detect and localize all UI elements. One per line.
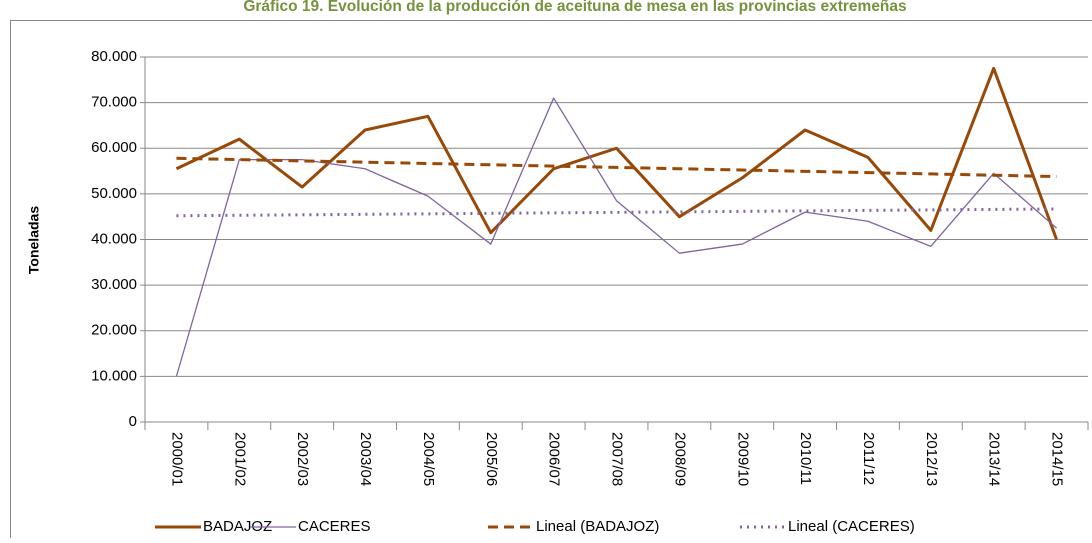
x-tick-label: 2007/08 [609, 432, 626, 486]
chart-title: Gráfico 19. Evolución de la producción d… [243, 0, 906, 15]
x-tick-label: 2008/09 [671, 432, 688, 486]
legend-label: Lineal (BADAJOZ) [536, 518, 659, 535]
series-line [176, 209, 1056, 216]
y-axis-label: Toneladas [26, 206, 42, 274]
x-tick-label: 2013/14 [986, 432, 1003, 486]
series-line [176, 68, 1056, 239]
x-tick-label: 2009/10 [734, 432, 751, 486]
x-tick-label: 2014/15 [1049, 432, 1066, 486]
y-tick-label: 50.000 [91, 185, 137, 202]
x-tick-label: 2003/04 [357, 432, 374, 486]
x-tick-label: 2001/02 [231, 432, 248, 486]
x-tick-label: 2010/11 [797, 432, 814, 485]
legend-label: Lineal (CACERES) [788, 518, 915, 535]
legend-label: CACERES [298, 518, 371, 535]
x-tick-label: 2000/01 [168, 432, 185, 486]
x-tick-label: 2006/07 [546, 432, 563, 486]
y-tick-label: 10.000 [91, 367, 137, 384]
series-line [176, 158, 1056, 176]
y-tick-label: 80.000 [91, 48, 137, 65]
y-tick-label: 40.000 [91, 230, 137, 247]
y-tick-label: 70.000 [91, 94, 137, 111]
x-tick-label: 2004/05 [420, 432, 437, 486]
series-line [176, 98, 1056, 376]
y-tick-label: 20.000 [91, 322, 137, 339]
y-tick-label: 60.000 [91, 139, 137, 156]
y-tick-label: 30.000 [91, 276, 137, 293]
x-tick-label: 2011/12 [860, 432, 877, 485]
x-tick-label: 2012/13 [923, 432, 940, 486]
x-tick-label: 2002/03 [294, 432, 311, 486]
y-tick-label: 0 [129, 413, 137, 430]
x-tick-label: 2005/06 [483, 432, 500, 486]
